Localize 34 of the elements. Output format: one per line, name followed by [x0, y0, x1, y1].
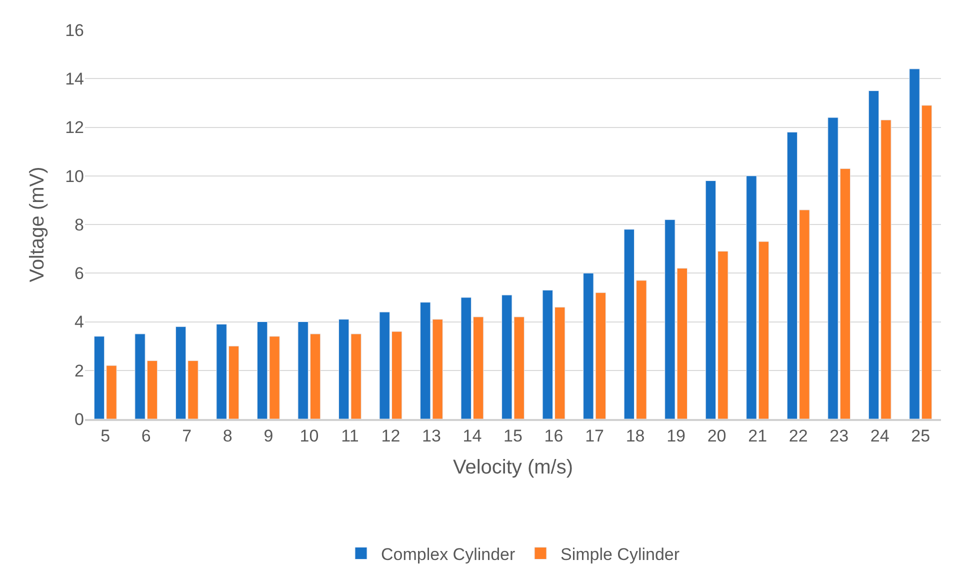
x-tick-label: 19: [666, 426, 686, 446]
x-tick-label: 15: [504, 426, 522, 446]
x-tick-label: 12: [381, 426, 400, 446]
x-tick-label: 8: [222, 426, 232, 446]
x-tick-label: 11: [341, 426, 359, 446]
x-axis-title: Velocity (m/s): [452, 456, 574, 478]
x-tick-label: 22: [788, 426, 808, 446]
y-axis-title: Voltage (mV): [26, 166, 49, 282]
x-tick-label: 5: [100, 426, 110, 446]
y-tick-label: 6: [74, 264, 84, 284]
legend-label: Simple Cylinder: [560, 544, 680, 564]
x-tick-label: 16: [544, 426, 564, 446]
x-tick-label: 10: [300, 426, 319, 446]
y-tick-label: 14: [65, 70, 84, 89]
y-tick-label: 2: [74, 361, 84, 380]
x-tick-label: 18: [626, 426, 645, 446]
y-tick-label: 8: [74, 215, 84, 234]
x-tick-label: 21: [748, 426, 768, 446]
y-tick-label: 16: [65, 20, 84, 40]
x-tick-label: 6: [141, 426, 151, 446]
x-tick-label: 13: [422, 426, 441, 446]
y-tick-label: 0: [74, 410, 84, 429]
x-tick-label: 9: [264, 426, 274, 446]
x-tick-label: 24: [870, 426, 890, 446]
legend-label: Complex Cylinder: [381, 544, 516, 564]
y-tick-label: 4: [74, 312, 84, 332]
x-tick-label: 7: [182, 426, 192, 446]
y-tick-label: 10: [65, 166, 84, 186]
x-tick-label: 25: [911, 426, 930, 446]
x-tick-label: 20: [707, 426, 726, 446]
y-tick-label: 12: [65, 118, 84, 138]
x-tick-label: 14: [462, 426, 482, 446]
x-tick-label: 23: [830, 426, 849, 446]
x-tick-label: 17: [585, 426, 604, 446]
